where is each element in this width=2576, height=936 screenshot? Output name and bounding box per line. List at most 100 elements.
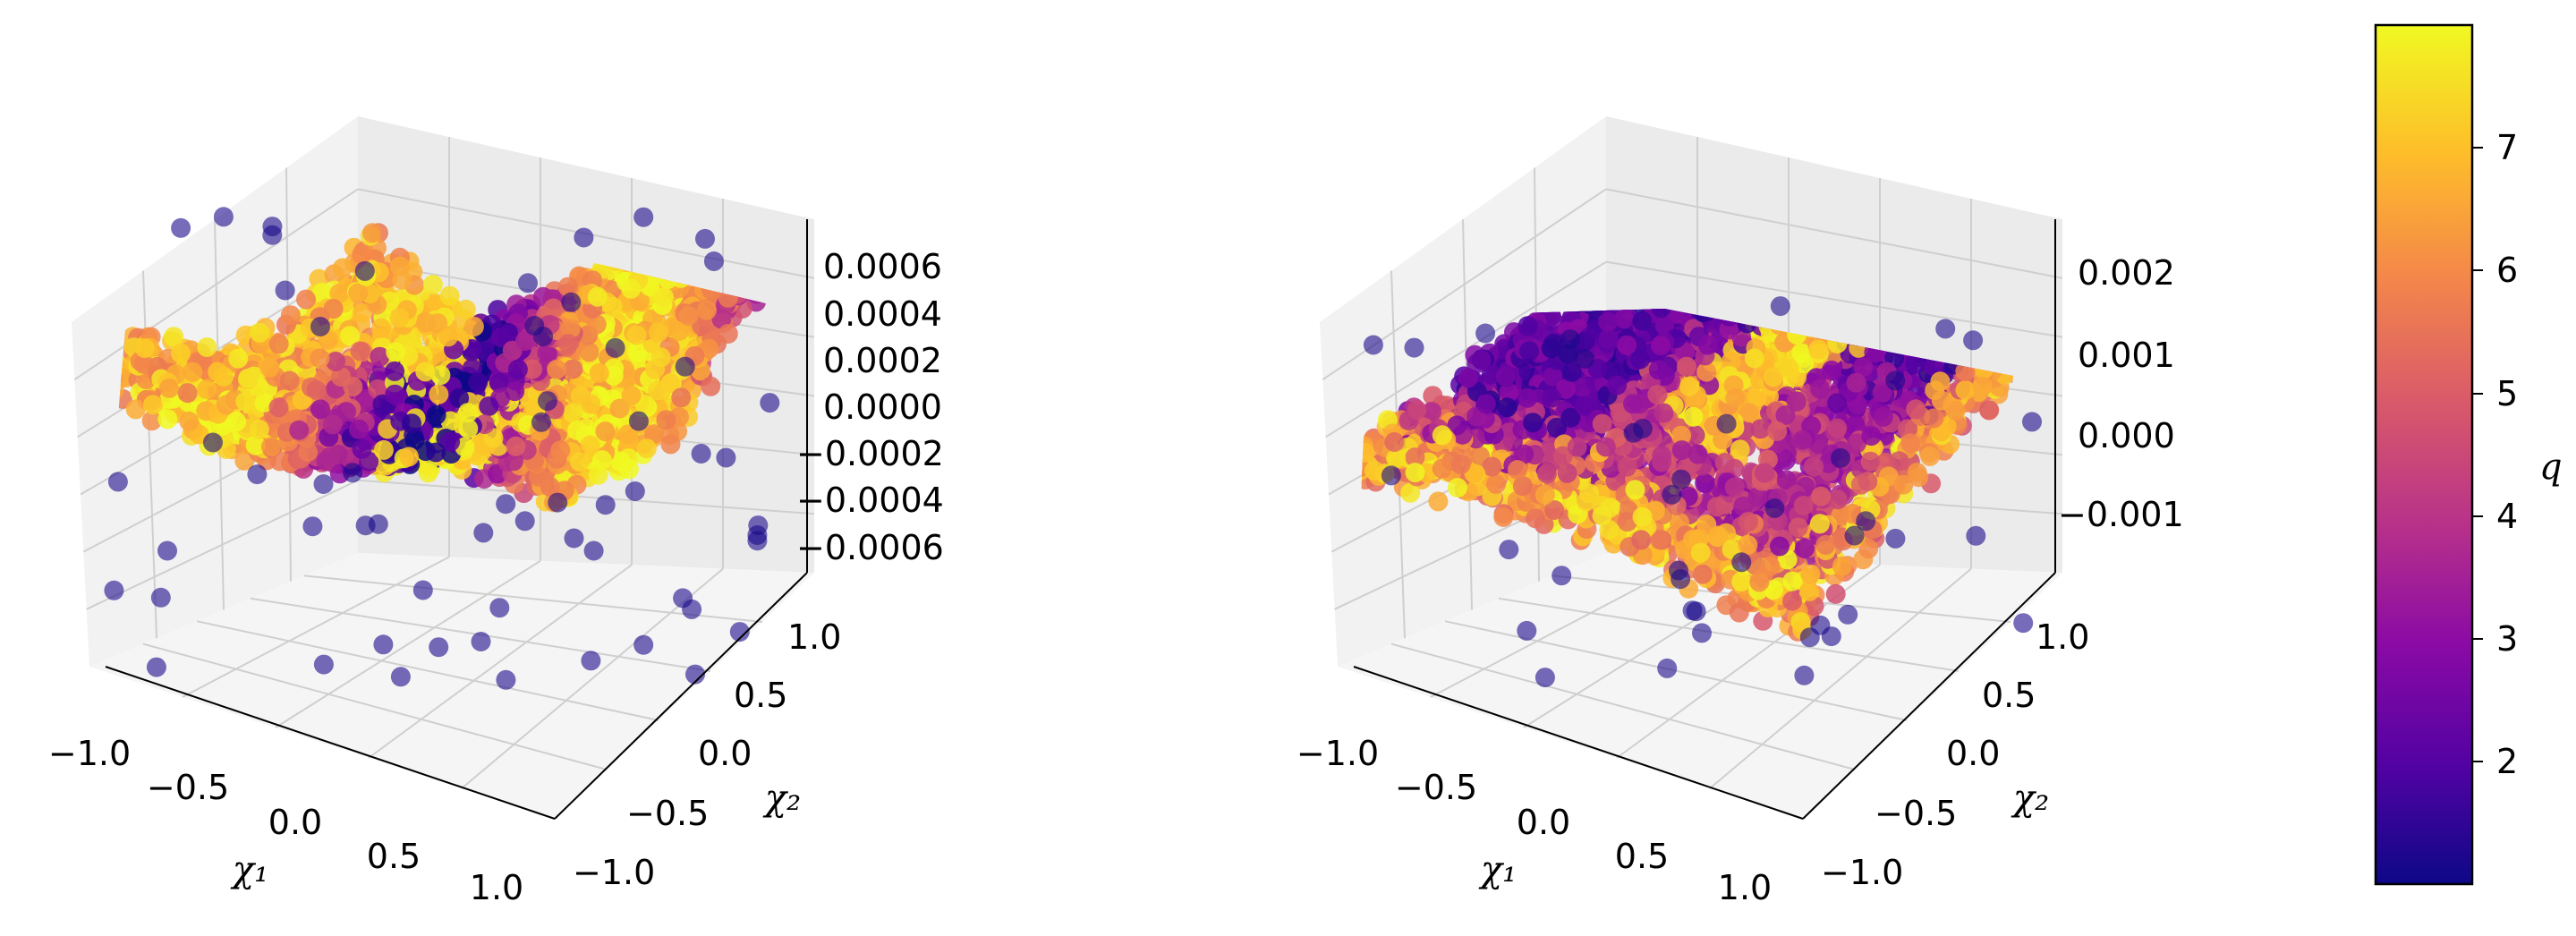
data-point — [146, 657, 166, 677]
data-point — [226, 412, 247, 432]
data-point — [479, 396, 499, 416]
z-tick-label: 0.0006 — [823, 247, 942, 286]
data-point — [691, 444, 711, 464]
data-point — [412, 580, 433, 600]
x-tick-label: −0.5 — [147, 768, 229, 807]
data-point — [468, 372, 489, 393]
data-point — [228, 348, 249, 369]
data-point — [350, 341, 370, 362]
data-point — [626, 325, 647, 345]
data-point — [415, 362, 436, 382]
data-point — [426, 442, 446, 463]
data-point — [543, 298, 564, 319]
data-point — [389, 308, 410, 328]
data-point — [569, 452, 590, 472]
data-point — [595, 495, 616, 515]
data-point — [306, 380, 327, 400]
data-point — [650, 347, 671, 368]
x-tick-label: 1.0 — [470, 868, 523, 907]
data-point — [581, 394, 601, 414]
data-point — [249, 419, 269, 439]
x-tick-label: −1.0 — [48, 734, 131, 773]
y-tick-label: −1.0 — [573, 853, 655, 892]
y-tick-label: 0.5 — [734, 676, 787, 715]
data-point — [538, 391, 557, 412]
data-point — [373, 439, 394, 460]
data-point — [514, 511, 535, 532]
y-tick-label: 1.0 — [787, 617, 841, 657]
data-point — [548, 492, 568, 513]
z-tick-label: 0.0000 — [823, 387, 942, 427]
data-point — [259, 357, 280, 378]
y-tick-label: 0.0 — [698, 734, 752, 773]
data-point — [302, 516, 323, 537]
data-point — [157, 409, 178, 430]
z-tick-label: 0.0002 — [823, 341, 942, 380]
data-point — [439, 285, 460, 306]
data-point — [371, 318, 392, 338]
data-point — [289, 420, 310, 440]
data-point — [150, 587, 171, 608]
data-point — [313, 474, 334, 494]
data-point — [171, 217, 191, 238]
data-point — [703, 251, 724, 271]
data-point — [579, 342, 599, 362]
z-tick-label: −0.0004 — [796, 481, 944, 520]
data-point — [463, 317, 484, 336]
data-point — [558, 334, 579, 354]
data-point — [505, 381, 525, 402]
data-point — [203, 432, 223, 453]
data-point — [580, 435, 600, 455]
data-point — [238, 368, 259, 388]
data-point — [455, 299, 476, 319]
data-point — [104, 580, 124, 600]
data-point — [390, 667, 411, 687]
data-point — [177, 383, 198, 404]
data-point — [574, 227, 594, 248]
data-point — [760, 393, 780, 413]
data-point — [362, 223, 383, 243]
data-point — [183, 362, 203, 382]
data-point — [625, 481, 645, 501]
data-point — [531, 412, 551, 432]
data-point — [171, 343, 191, 363]
data-point — [343, 463, 363, 483]
data-point — [250, 322, 270, 343]
data-point — [489, 598, 510, 618]
data-point — [386, 342, 406, 362]
data-point — [633, 634, 654, 655]
data-point — [696, 300, 717, 320]
data-point — [701, 376, 721, 396]
data-point — [319, 447, 340, 467]
data-point — [564, 528, 584, 549]
data-point — [247, 464, 268, 485]
data-point — [107, 472, 128, 492]
data-point — [402, 413, 421, 434]
data-point — [368, 514, 388, 534]
data-point — [675, 356, 695, 377]
chart-panel-1: −1.0 −0.5 0.0 0.5 1.0 χ₁ −1.0 −0.5 0.0 0… — [48, 116, 944, 907]
data-point — [332, 258, 353, 278]
data-point — [496, 669, 516, 690]
data-point — [621, 386, 642, 406]
data-point — [373, 634, 394, 655]
data-point — [695, 228, 715, 249]
data-point — [716, 447, 736, 468]
data-point — [164, 327, 184, 347]
data-point — [567, 421, 587, 440]
data-point — [354, 260, 375, 281]
data-point — [268, 334, 289, 354]
data-point — [280, 305, 301, 326]
data-point — [275, 280, 295, 301]
data-point — [262, 225, 283, 245]
data-point — [547, 359, 567, 379]
data-point — [563, 403, 583, 423]
z-tick-label: −0.0002 — [796, 434, 944, 473]
data-point — [587, 286, 608, 307]
data-point — [348, 283, 369, 303]
data-point — [636, 438, 657, 459]
data-point — [179, 412, 200, 431]
data-point — [747, 531, 768, 551]
data-point — [426, 404, 446, 425]
data-point — [322, 414, 343, 435]
